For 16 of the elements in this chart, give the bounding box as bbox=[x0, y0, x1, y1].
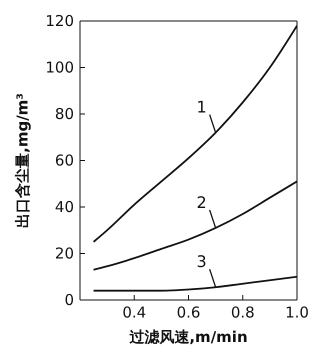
x-axis-title: 过滤风速,m/min bbox=[128, 328, 248, 346]
x-tick-label: 0.6 bbox=[176, 304, 200, 322]
y-tick-label: 120 bbox=[45, 12, 74, 30]
series-label: 2 bbox=[196, 192, 207, 212]
series-label: 1 bbox=[196, 98, 207, 117]
y-tick-label: 40 bbox=[54, 198, 74, 216]
y-tick-label: 80 bbox=[54, 105, 74, 123]
series-label: 3 bbox=[196, 252, 207, 272]
x-tick-label: 1.0 bbox=[285, 304, 309, 322]
y-axis-title: 出口含尘量,mg/m³ bbox=[13, 93, 32, 228]
y-tick-label: 100 bbox=[45, 58, 74, 76]
y-tick-label: 60 bbox=[54, 152, 74, 170]
y-tick-label: 20 bbox=[54, 244, 74, 262]
x-tick-label: 0.8 bbox=[230, 304, 255, 322]
y-tick-label: 0 bbox=[64, 291, 74, 309]
x-tick-label: 0.4 bbox=[122, 304, 146, 322]
